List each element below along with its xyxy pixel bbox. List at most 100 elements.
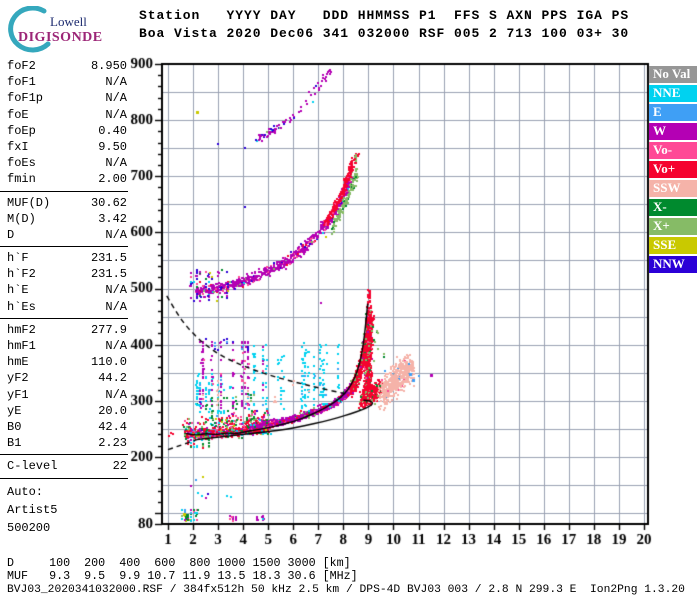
logo-lowell: Lowell [50, 14, 87, 29]
param-label: MUF(D) [7, 195, 51, 210]
param-value: N/A [105, 387, 127, 402]
panel-divider [0, 190, 128, 192]
param-value: 110.0 [90, 355, 127, 370]
header-line-values: Boa Vista 2020 Dec06 341 032000 RSF 005 … [139, 26, 630, 41]
param-label: B0 [7, 419, 22, 434]
param-row-h`F: h`F 231.5 [0, 250, 130, 266]
panel-divider [0, 317, 128, 319]
param-row-D: D N/A [0, 227, 130, 243]
param-row-fmin: fmin 2.00 [0, 171, 130, 187]
autoscaler-info: 500200 [7, 520, 51, 535]
param-value: 30.62 [90, 195, 127, 210]
param-row-foF1p: foF1p N/A [0, 90, 130, 106]
param-value: 0.40 [98, 123, 127, 138]
param-value: N/A [105, 339, 127, 353]
legend-item-Vo+: Vo+ [649, 161, 697, 178]
param-label: h`F [7, 251, 29, 266]
param-label: M(D) [7, 211, 36, 226]
param-label: foE [7, 107, 29, 122]
param-value: N/A [105, 75, 127, 90]
param-label: foEp [7, 123, 36, 138]
autoscaler-info: Auto: [7, 484, 44, 499]
param-row-yE: yE 20.0 [0, 403, 130, 419]
param-value: 44.2 [98, 371, 127, 386]
param-label: yF1 [7, 387, 29, 402]
param-value: 231.5 [90, 251, 127, 266]
panel-divider [0, 454, 128, 456]
legend-item-Vo-: Vo- [649, 142, 697, 159]
param-label: C-level [7, 459, 58, 474]
param-row-h`E: h`E N/A [0, 282, 130, 298]
param-label: yE [7, 403, 22, 418]
param-label: hmE [7, 355, 29, 370]
panel-divider [0, 246, 128, 248]
param-value: N/A [105, 283, 127, 298]
param-value: N/A [105, 227, 127, 242]
param-label: hmF2 [7, 322, 36, 337]
muf-row: MUF 9.3 9.5 9.9 10.7 11.9 13.5 18.3 30.6… [7, 569, 358, 583]
param-value: 42.4 [98, 419, 127, 434]
param-row-B1: B1 2.23 [0, 435, 130, 451]
param-value: 3.42 [98, 211, 127, 226]
param-row-yF1: yF1 N/A [0, 387, 130, 403]
param-row-h`Es: h`Es N/A [0, 299, 130, 315]
param-value: 8.950 [90, 59, 127, 73]
station-header: Station YYYY DAY DDD HHMMSS P1 FFS S AXN… [139, 7, 629, 43]
logo-arc-icon [8, 5, 51, 53]
status-line: BVJ03_2020341032000.RSF / 384fx512h 50 k… [7, 584, 685, 596]
param-label: h`Es [7, 299, 36, 314]
legend-item-W: W [649, 123, 697, 140]
param-label: fxI [7, 139, 29, 154]
param-value: 2.00 [98, 172, 127, 187]
param-row-foE: foE N/A [0, 107, 130, 123]
param-value: 277.9 [90, 322, 127, 337]
param-row-hmF2: hmF2 277.9 [0, 322, 130, 338]
param-row-hmF1: hmF1 N/A [0, 338, 130, 354]
param-value: 2.23 [98, 436, 127, 451]
param-row-h`F2: h`F2 231.5 [0, 266, 130, 282]
param-label: foF2 [7, 59, 36, 73]
param-label: yF2 [7, 371, 29, 386]
param-value: 20.0 [98, 403, 127, 418]
param-label: h`E [7, 283, 29, 298]
param-label: h`F2 [7, 267, 36, 282]
param-label: foF1 [7, 75, 36, 90]
param-label: B1 [7, 436, 22, 451]
param-value: 231.5 [90, 267, 127, 282]
param-label: D [7, 227, 15, 242]
digisonde-logo: Lowell DIGISONDE [4, 5, 129, 54]
param-row-foEs: foEs N/A [0, 155, 130, 171]
param-label: hmF1 [7, 339, 36, 353]
param-label: fmin [7, 172, 36, 187]
legend-item-SSE: SSE [649, 237, 697, 254]
param-row-fxI: fxI 9.50 [0, 139, 130, 155]
legend-item-SSW: SSW [649, 180, 697, 197]
param-row-foF2: foF2 8.950 [0, 58, 130, 74]
legend-item-NoVal: No Val [649, 66, 697, 83]
legend-item-NNW: NNW [649, 256, 697, 273]
legend-item-NNE: NNE [649, 85, 697, 102]
logo-digisonde: DIGISONDE [18, 30, 103, 45]
param-value: N/A [105, 91, 127, 106]
param-row-M(D): M(D) 3.42 [0, 211, 130, 227]
param-row-foF1: foF1 N/A [0, 74, 130, 90]
param-row-hmE: hmE 110.0 [0, 354, 130, 370]
param-label: foEs [7, 156, 36, 171]
param-row-foEp: foEp 0.40 [0, 123, 130, 139]
param-value: N/A [105, 156, 127, 171]
param-row-C-level: C-level 22 [0, 458, 130, 474]
param-value: N/A [105, 107, 127, 122]
param-row-B0: B0 42.4 [0, 419, 130, 435]
autoscaler-info: Artist5 [7, 502, 58, 517]
param-row-MUF(D): MUF(D) 30.62 [0, 195, 130, 211]
panel-divider [0, 477, 128, 479]
header-line-fields: Station YYYY DAY DDD HHMMSS P1 FFS S AXN… [139, 8, 630, 23]
param-value: 22 [112, 459, 127, 474]
legend-item-X+: X+ [649, 218, 697, 235]
param-value: 9.50 [98, 139, 127, 154]
param-value: N/A [105, 299, 127, 314]
param-row-yF2: yF2 44.2 [0, 370, 130, 386]
doppler-direction-legend: No Val NNE E W Vo- Vo+ SSW X- X+ SSE NNW [649, 66, 697, 275]
legend-item-E: E [649, 104, 697, 121]
